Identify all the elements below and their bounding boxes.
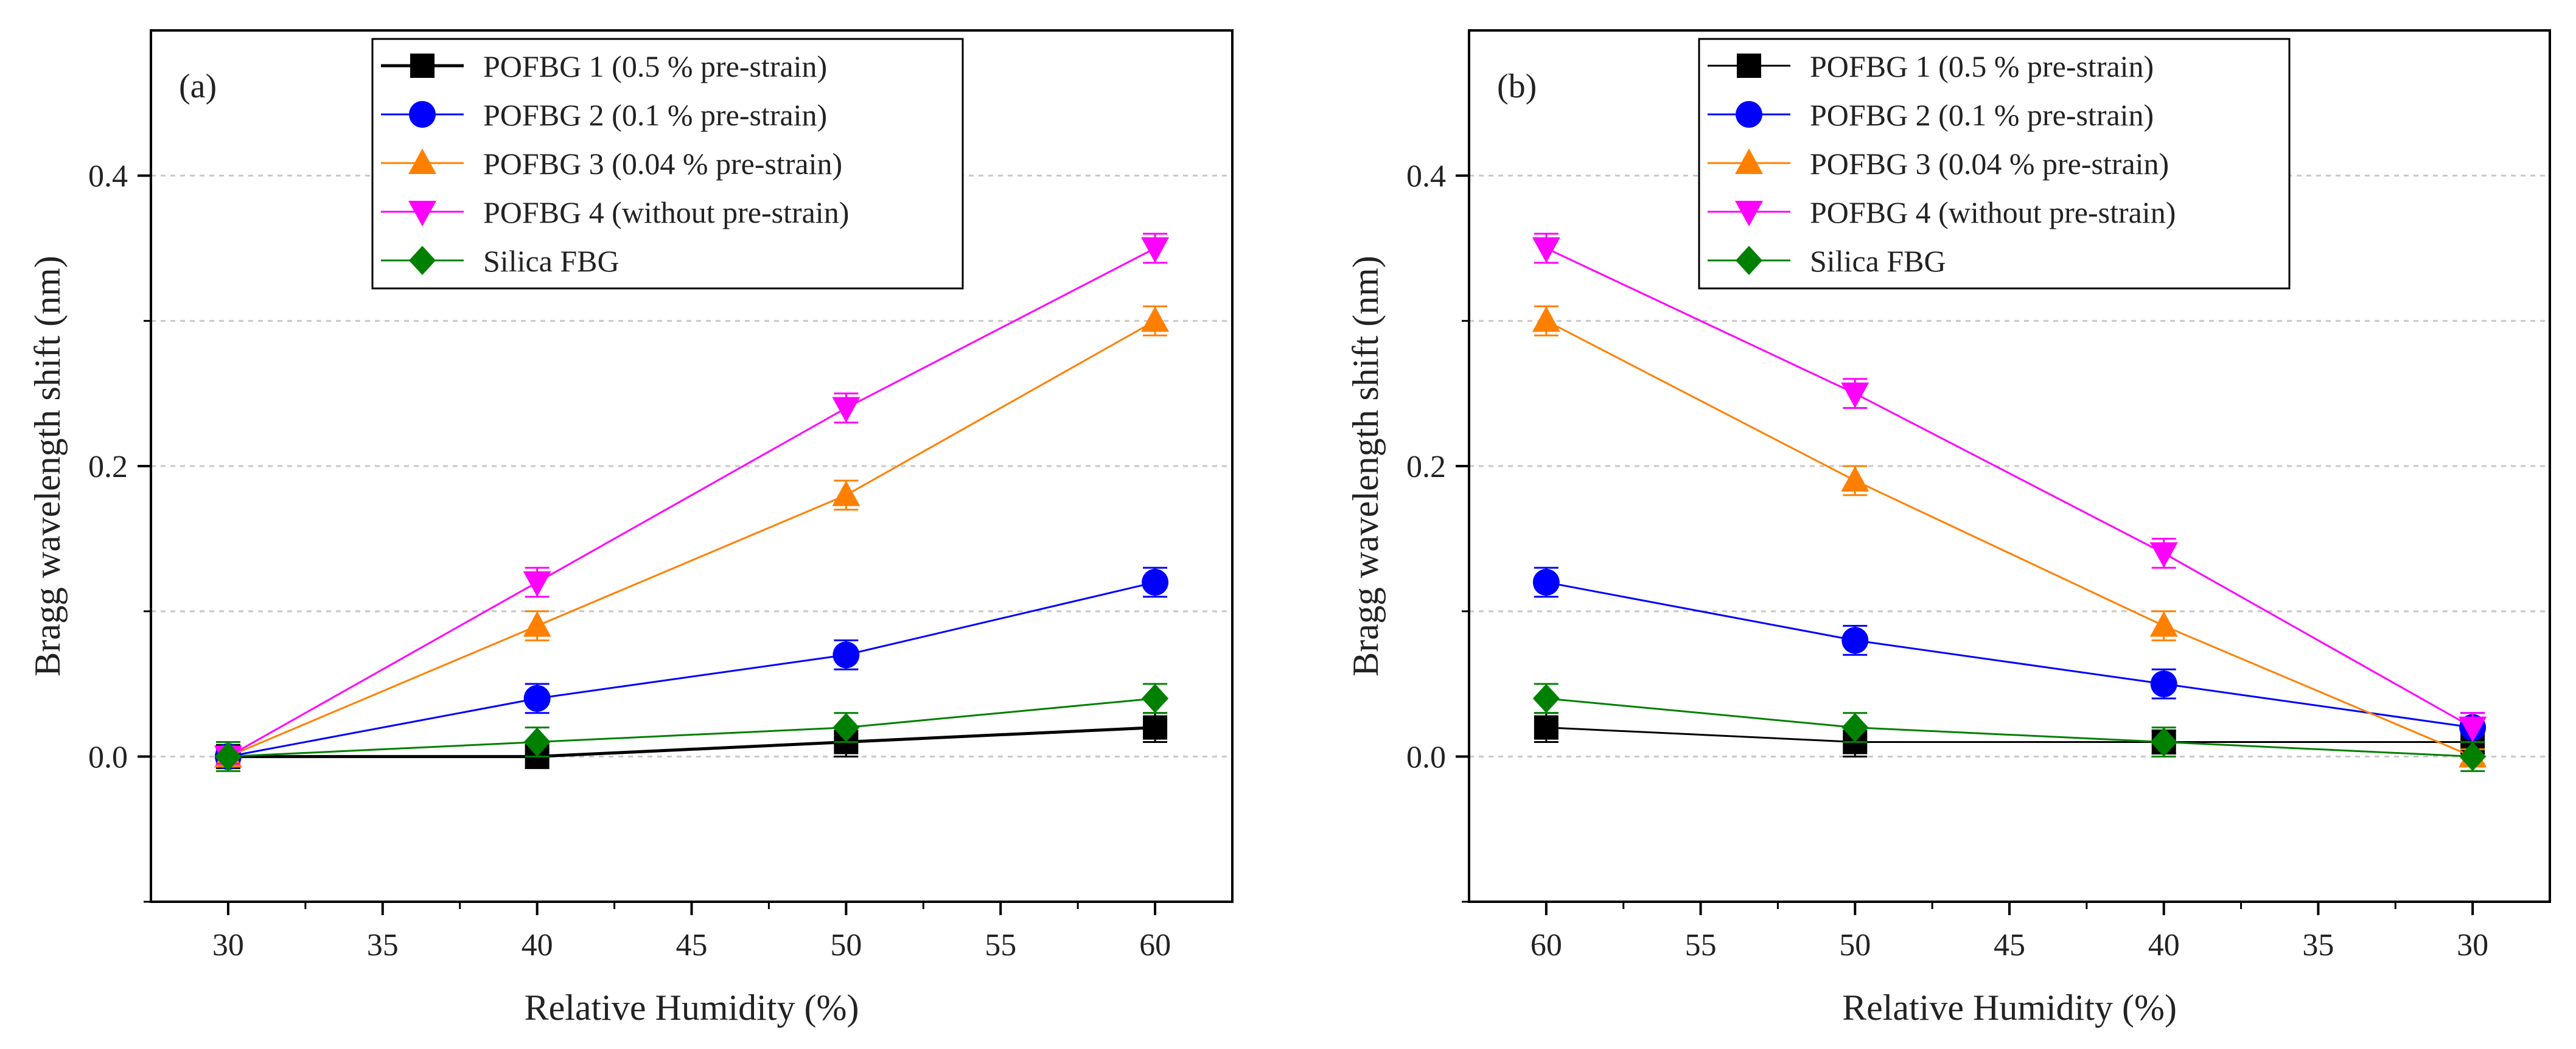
legend-box bbox=[371, 38, 964, 290]
data-point bbox=[2150, 671, 2177, 697]
data-point bbox=[832, 641, 860, 669]
series-4 bbox=[214, 232, 1170, 772]
legend-marker bbox=[409, 246, 436, 275]
series-4 bbox=[1532, 232, 2487, 743]
series-line bbox=[228, 320, 1156, 758]
data-point bbox=[1141, 237, 1170, 263]
data-point bbox=[1534, 715, 1559, 740]
series-line bbox=[228, 581, 1156, 758]
data-point bbox=[1143, 715, 1168, 740]
data-point bbox=[1142, 568, 1169, 596]
x-tick-label: 45 bbox=[676, 928, 708, 963]
legend-label: POFBG 3 (0.04 % pre-strain) bbox=[483, 147, 842, 181]
x-tick-label: 60 bbox=[1531, 928, 1562, 963]
legend-marker bbox=[1735, 201, 1763, 226]
panel-label: (b) bbox=[1497, 68, 1537, 105]
series-line bbox=[228, 697, 1156, 758]
series-line bbox=[1546, 697, 2473, 758]
y-tick-label: 0.0 bbox=[88, 740, 128, 775]
data-point bbox=[1841, 382, 1869, 408]
series-line bbox=[1546, 320, 2473, 758]
legend-label: POFBG 1 (0.5 % pre-strain) bbox=[483, 49, 827, 83]
data-point bbox=[832, 397, 860, 423]
data-point bbox=[523, 611, 551, 637]
data-point bbox=[2459, 716, 2487, 742]
x-tick-label: 55 bbox=[1685, 928, 1717, 963]
y-tick-label: 0.2 bbox=[1406, 450, 1446, 484]
legend-marker bbox=[1737, 54, 1761, 78]
series-3 bbox=[1532, 305, 2487, 768]
legend-label: POFBG 3 (0.04 % pre-strain) bbox=[1810, 147, 2169, 181]
data-point bbox=[2150, 727, 2177, 757]
legend-label: POFBG 2 (0.1 % pre-strain) bbox=[483, 98, 827, 132]
x-axis-label: Relative Humidity (%) bbox=[525, 988, 859, 1028]
y-tick-label: 0.0 bbox=[1406, 740, 1446, 775]
data-point bbox=[523, 571, 551, 597]
data-point bbox=[1532, 237, 1560, 263]
x-tick-label: 60 bbox=[1139, 928, 1171, 963]
data-point bbox=[523, 727, 551, 757]
legend-marker bbox=[408, 148, 436, 174]
x-tick-label: 45 bbox=[1994, 928, 2025, 963]
series-3 bbox=[214, 305, 1170, 768]
y-tick-label: 0.4 bbox=[88, 159, 128, 194]
series-line bbox=[1546, 581, 2473, 729]
data-point bbox=[1841, 713, 1869, 742]
x-tick-label: 50 bbox=[830, 928, 862, 963]
y-axis-label: Bragg wavelength shift (nm) bbox=[1346, 256, 1386, 677]
x-tick-label: 35 bbox=[367, 928, 399, 963]
data-point bbox=[1532, 306, 1560, 332]
series-line bbox=[228, 726, 1156, 758]
data-point bbox=[2149, 611, 2178, 637]
y-axis-label: Bragg wavelength shift (nm) bbox=[27, 256, 68, 677]
series-5 bbox=[1532, 683, 2487, 772]
data-point bbox=[832, 713, 860, 742]
series-1 bbox=[215, 712, 1168, 769]
panel-label: (a) bbox=[179, 68, 217, 105]
legend-marker bbox=[1735, 148, 1763, 174]
legend-marker bbox=[410, 54, 435, 78]
legend-label: POFBG 4 (without pre-strain) bbox=[1810, 195, 2176, 229]
legend-label: POFBG 1 (0.5 % pre-strain) bbox=[1810, 49, 2154, 83]
panel-b: 60 55 50 45 40 35 30 0.0 0.2 0.4 Relative Humidity… bbox=[1346, 29, 2551, 1028]
data-point bbox=[1142, 683, 1169, 713]
legend-marker bbox=[408, 201, 436, 226]
series-5 bbox=[214, 683, 1169, 772]
legend-marker bbox=[1736, 101, 1762, 128]
x-tick-label: 55 bbox=[985, 928, 1016, 963]
x-tick-label: 30 bbox=[212, 928, 244, 963]
y-tick-label: 0.2 bbox=[88, 450, 128, 484]
panel-a: 30 35 40 45 50 55 60 0.0 0.2 0.4 Relative Humidity… bbox=[27, 29, 1234, 1028]
x-axis-label: Relative Humidity (%) bbox=[1842, 988, 2177, 1028]
data-point bbox=[2149, 542, 2178, 568]
y-tick-label: 0.4 bbox=[1406, 159, 1446, 194]
x-tick-label: 30 bbox=[2457, 928, 2488, 963]
data-point bbox=[1841, 465, 1869, 492]
legend-label: Silica FBG bbox=[483, 244, 620, 278]
data-point bbox=[1141, 306, 1170, 332]
x-tick-label: 35 bbox=[2302, 928, 2334, 963]
legend-marker bbox=[1736, 246, 1762, 275]
legend-marker bbox=[409, 101, 436, 128]
series-line bbox=[1546, 727, 2473, 743]
data-point bbox=[2459, 742, 2487, 772]
data-point bbox=[1532, 683, 1560, 713]
x-tick-label: 50 bbox=[1839, 928, 1871, 963]
legend-label: POFBG 2 (0.1 % pre-strain) bbox=[1810, 98, 2154, 132]
x-tick-label: 40 bbox=[522, 928, 553, 963]
data-point bbox=[1532, 568, 1560, 596]
data-point bbox=[214, 742, 242, 772]
legend-box bbox=[1698, 38, 2291, 290]
legend-label: Silica FBG bbox=[1810, 244, 1946, 278]
series-line bbox=[1546, 247, 2473, 728]
series-2 bbox=[214, 566, 1169, 770]
data-point bbox=[1841, 627, 1869, 654]
x-tick-label: 40 bbox=[2148, 928, 2180, 963]
legend-label: POFBG 4 (without pre-strain) bbox=[483, 195, 849, 229]
data-point bbox=[523, 685, 551, 712]
series-line bbox=[228, 247, 1156, 758]
data-point bbox=[832, 480, 860, 506]
